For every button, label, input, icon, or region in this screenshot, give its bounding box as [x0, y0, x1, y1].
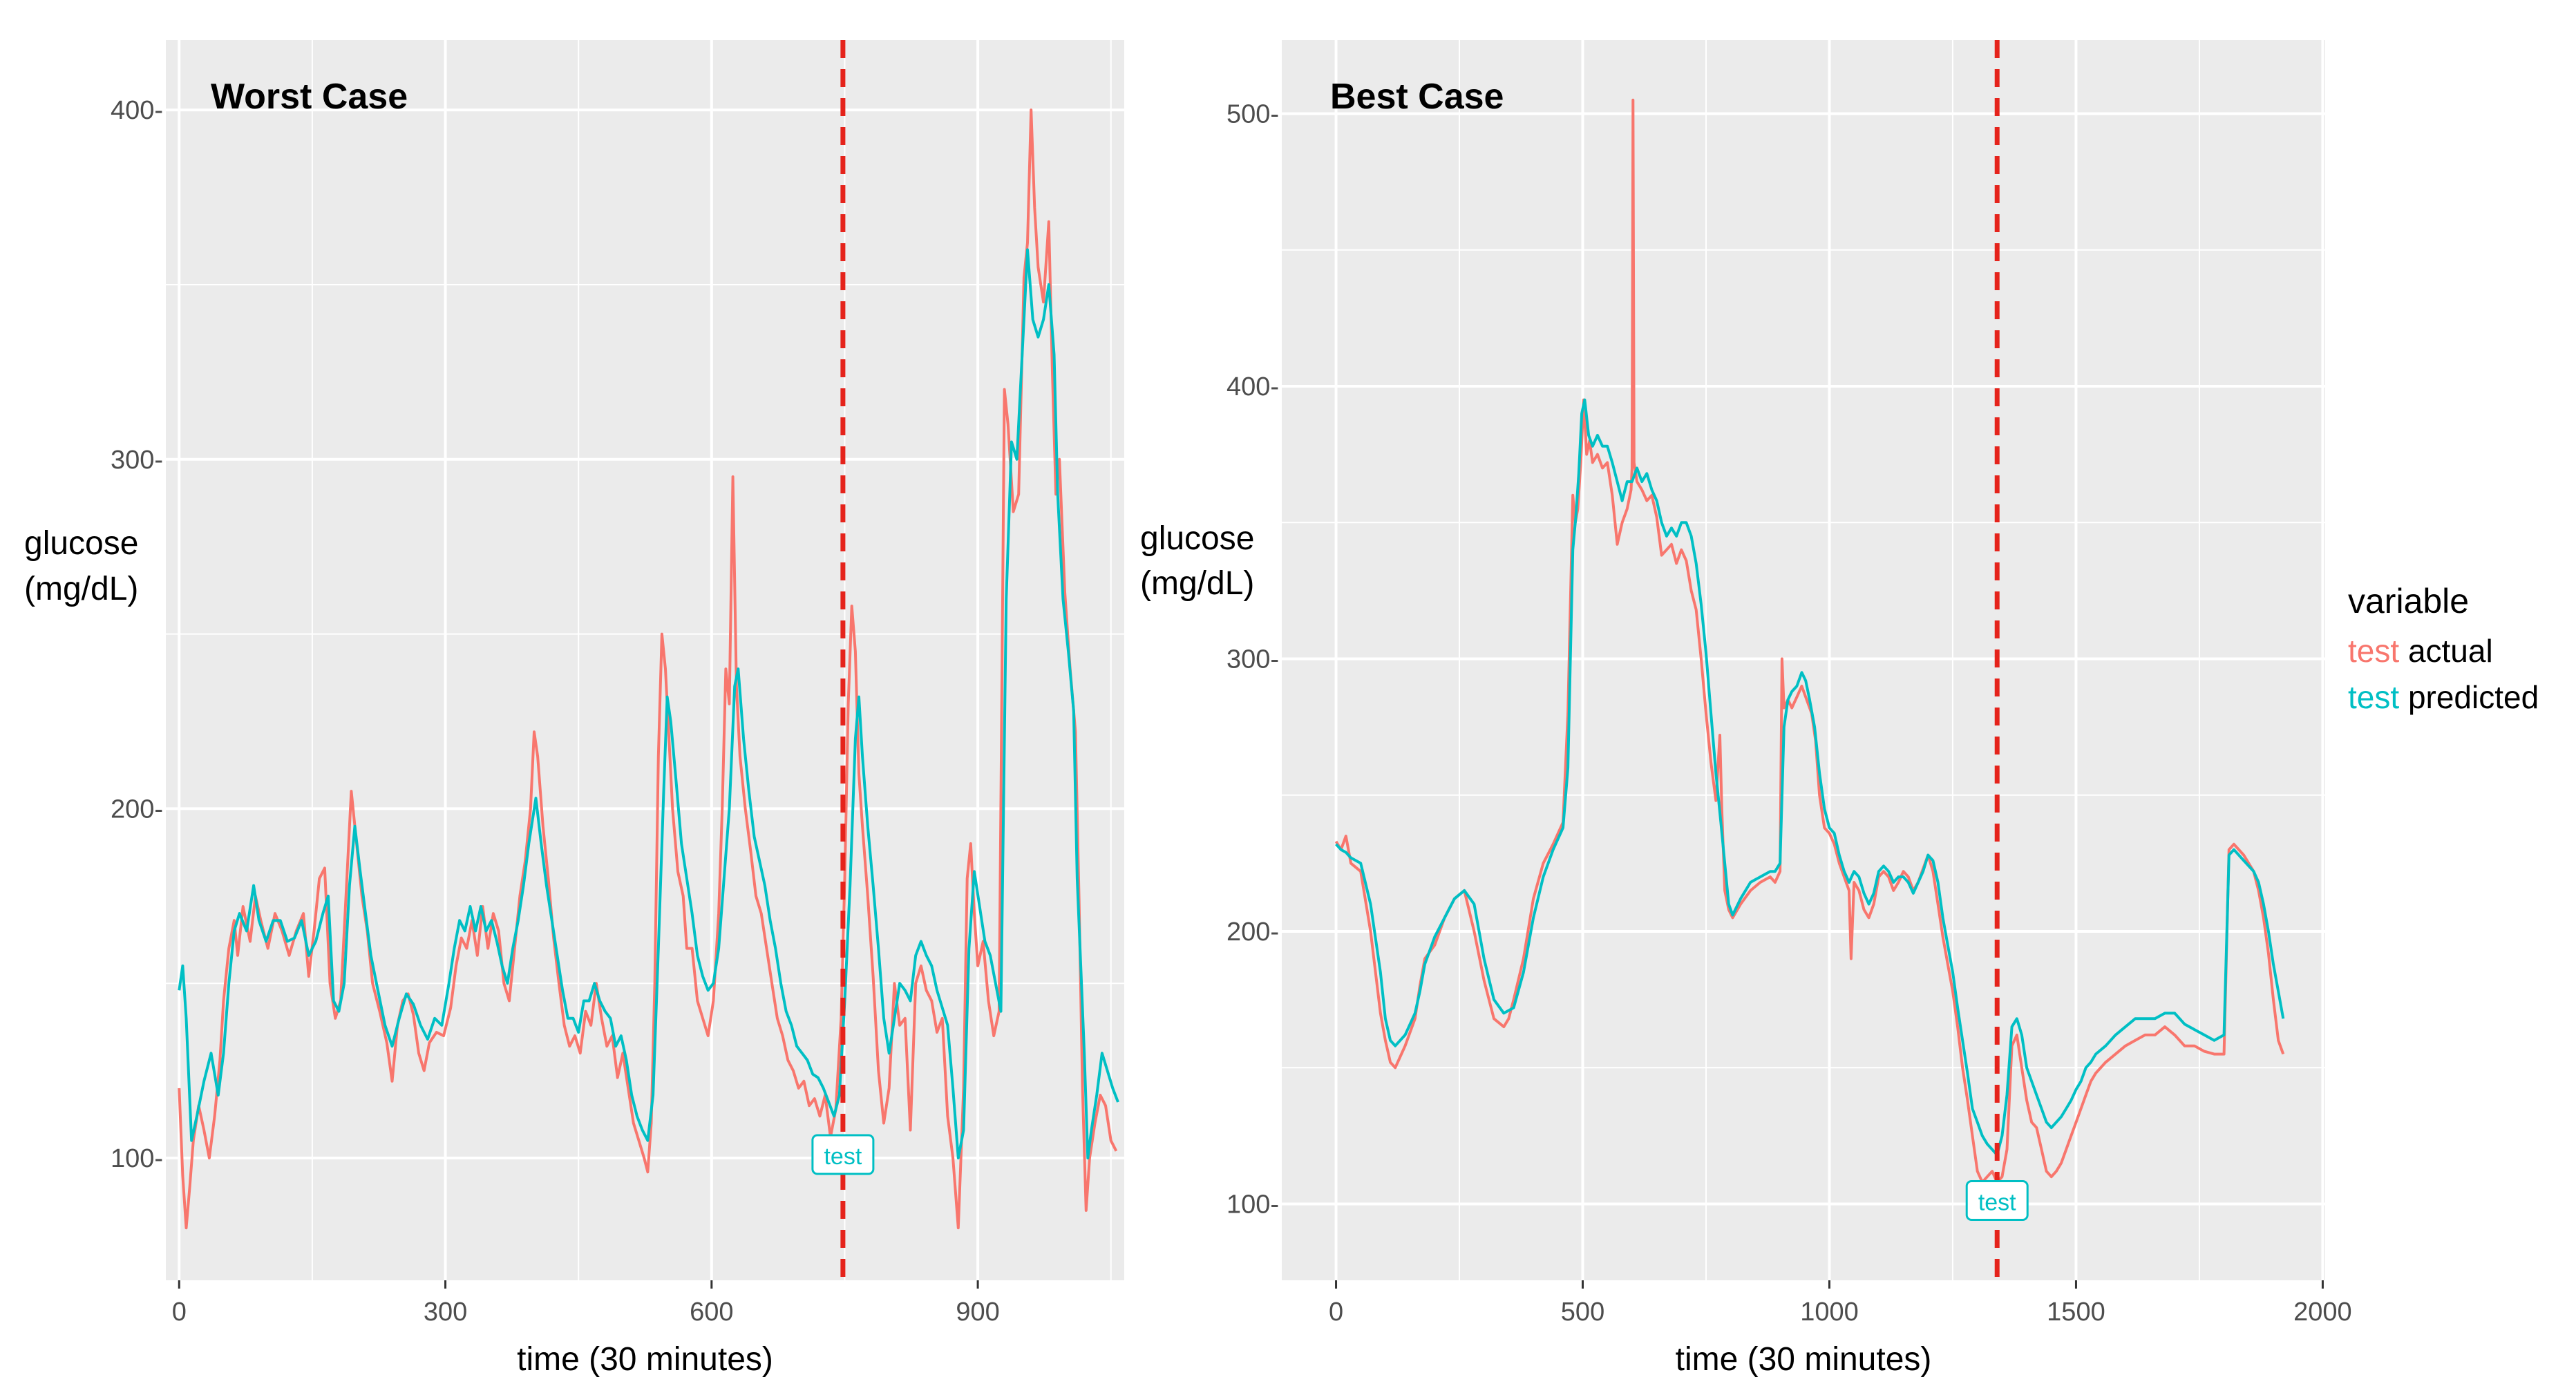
best-case-y-axis-title-line2: (mg/dL): [1140, 565, 1254, 602]
worst-case-x-axis-title: time (30 minutes): [517, 1341, 773, 1378]
test-label-text: test: [824, 1143, 862, 1170]
x-tick-label: 900: [956, 1298, 999, 1327]
worst-case-plot-background: [166, 40, 1124, 1280]
legend-title: variable: [2348, 582, 2469, 620]
x-tick-label: 300: [424, 1298, 467, 1327]
x-tick-label: 600: [690, 1298, 733, 1327]
y-tick-label: 400-: [111, 96, 163, 125]
x-tick-label: 0: [1329, 1298, 1343, 1327]
best-case-test-split: test: [1965, 40, 2029, 1280]
worst-case-y-axis-title-line1: glucose: [24, 525, 138, 562]
y-tick-label: 300-: [1227, 645, 1279, 674]
x-tick-label: 1500: [2047, 1298, 2105, 1327]
legend: variable test actual test predicted: [2348, 582, 2539, 715]
best-case-title: Best Case: [1330, 77, 1504, 117]
worst-case-series: [178, 108, 1119, 1230]
legend-entry-predicted: test predicted: [2348, 679, 2539, 715]
test-label-box: [1965, 1180, 2029, 1222]
test-label-text: test: [1978, 1190, 2016, 1216]
x-tick-label: 500: [1561, 1298, 1604, 1327]
best-case-series: [1334, 98, 2285, 1184]
best-case-gridlines: [1282, 40, 2325, 1280]
test-label-box: [811, 1134, 875, 1175]
series-test-predicted-line: [178, 248, 1119, 1159]
y-tick-label: 100-: [1227, 1190, 1279, 1220]
best-case-x-axis-title: time (30 minutes): [1676, 1341, 1932, 1378]
best-case-panel: test 0 500 1000 1500 2000 100- 200- 300- 400- 500…: [1140, 40, 2352, 1378]
series-test-predicted-line: [1335, 398, 2285, 1157]
worst-case-axes: 0 300 600 900 100- 200- 300- 400-: [111, 96, 1000, 1327]
y-tick-label: 200-: [1227, 918, 1279, 947]
legend-entry-actual-label: actual: [2408, 633, 2493, 669]
x-tick-label: 0: [172, 1298, 187, 1327]
legend-entry-actual: test actual: [2348, 633, 2493, 669]
series-test-actual-line: [1334, 98, 2285, 1184]
y-tick-label: 100-: [111, 1144, 163, 1173]
worst-case-test-split: test: [811, 40, 875, 1280]
x-tick-label: 2000: [2293, 1298, 2352, 1327]
y-tick-label: 300-: [111, 446, 163, 475]
y-tick-label: 400-: [1227, 372, 1279, 401]
worst-case-panel: test 0 300 600 900 100- 200- 300- 400- Worst Ca…: [24, 40, 1124, 1378]
series-test-actual-line: [178, 108, 1118, 1230]
legend-entry-predicted-key: test: [2348, 679, 2399, 715]
x-tick-label: 1000: [1800, 1298, 1859, 1327]
legend-entry-predicted-label: predicted: [2408, 679, 2539, 715]
worst-case-y-axis-title-line2: (mg/dL): [24, 571, 138, 607]
legend-entry-actual-key: test: [2348, 633, 2399, 669]
best-case-axes: 0 500 1000 1500 2000 100- 200- 300- 400- 500-: [1227, 100, 2352, 1327]
y-tick-label: 200-: [111, 795, 163, 824]
best-case-y-axis-title-line1: glucose: [1140, 520, 1254, 557]
worst-case-title: Worst Case: [211, 77, 408, 117]
y-tick-label: 500-: [1227, 100, 1279, 129]
